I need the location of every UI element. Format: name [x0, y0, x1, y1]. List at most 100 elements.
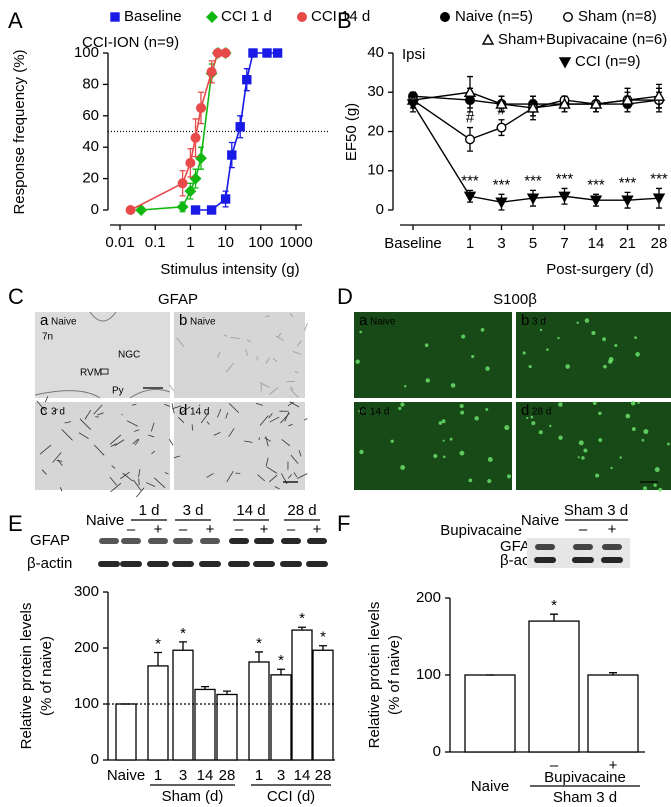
cell-process [297, 473, 308, 479]
y-tick-label: 40 [367, 44, 384, 61]
cell-process [289, 401, 300, 408]
cell [485, 408, 489, 411]
y-axis-label: Relative protein levels [18, 603, 35, 750]
cell-process [109, 476, 117, 486]
x-tick-label: 1 [466, 235, 474, 252]
cell-process [198, 404, 201, 407]
cell [591, 330, 596, 336]
panel-letter: D [337, 284, 353, 309]
cell-process [269, 387, 279, 395]
group-label: Sham 3 d [564, 502, 628, 519]
significance-label: *** [619, 174, 637, 191]
marker [190, 132, 201, 143]
cell-process [294, 370, 299, 374]
error-bar [609, 672, 617, 675]
marker [558, 191, 571, 203]
cell-process [265, 457, 269, 467]
significance-label: # [466, 110, 475, 127]
marker [125, 204, 136, 215]
cell-process [244, 440, 253, 443]
cell-process [178, 416, 185, 424]
panel-title: GFAP [158, 291, 198, 308]
cell-process [289, 388, 299, 398]
y-axis-label: (% of naive) [386, 635, 403, 715]
marker [272, 48, 283, 58]
cell-process [289, 313, 294, 317]
x-tick-label: Naive [107, 767, 145, 784]
timepoint-label: 14 d [236, 502, 265, 519]
x-tick-label: 1000 [279, 234, 312, 251]
group-label: Bupivacaine [544, 769, 626, 786]
cell [424, 343, 429, 348]
cell [442, 455, 446, 459]
legend-marker [558, 57, 572, 69]
x-tick-label: 10 [217, 234, 234, 251]
cell [549, 424, 552, 428]
timepoint-label: 1 d [139, 502, 160, 519]
x-tick-label: 28 [219, 767, 236, 784]
cell-process [126, 420, 138, 427]
micrograph [516, 312, 671, 398]
cell-process [60, 487, 63, 492]
error-bar [319, 645, 327, 651]
cell [487, 478, 492, 484]
treatment-sign: + [154, 521, 163, 538]
cell-process [168, 438, 174, 446]
cell [526, 416, 529, 420]
annotation: 7n [42, 332, 53, 343]
cell [471, 354, 475, 359]
cell-process [258, 437, 261, 441]
cell-process [268, 474, 278, 483]
cell-process [225, 362, 235, 373]
cell [528, 364, 532, 369]
legend-label: Sham+Bupivacaine (n=6) [498, 31, 667, 48]
annotation: RVM [80, 368, 102, 379]
cell [619, 456, 622, 459]
lane-header: Naive [521, 512, 559, 529]
cell [578, 440, 584, 446]
marker [177, 178, 188, 189]
cell-process [288, 423, 293, 427]
cell-process [145, 482, 156, 487]
cell-process [292, 350, 301, 355]
cell-process [176, 337, 185, 348]
bar [248, 661, 270, 761]
blot-band [172, 561, 194, 567]
image-label: Naive [51, 317, 77, 328]
cell-process [284, 412, 290, 422]
blot-band [601, 557, 623, 563]
cell-process [259, 382, 270, 388]
cell [603, 364, 607, 369]
marker [242, 74, 252, 85]
cell-process [172, 405, 182, 410]
error-bar [154, 651, 162, 666]
cell [355, 359, 360, 364]
marker [195, 102, 206, 113]
image-letter: c [359, 402, 367, 419]
y-tick-label: 0 [376, 201, 384, 218]
micrograph [354, 312, 512, 398]
x-tick-label: 7 [560, 235, 568, 252]
marker [621, 195, 634, 207]
blot-band [147, 561, 169, 567]
cell [359, 330, 363, 334]
micrograph [174, 402, 305, 490]
cell [504, 425, 510, 431]
cell-process [93, 404, 103, 415]
micrograph [35, 312, 170, 398]
cell-process [274, 486, 280, 490]
blot-band [280, 561, 302, 567]
cell-process [150, 422, 155, 432]
treatment-sign: + [260, 521, 269, 538]
cell-process [36, 400, 47, 412]
cell [592, 401, 597, 405]
cell [658, 487, 663, 492]
treatment-sign: – [179, 521, 188, 538]
x-tick-label: 3 [497, 235, 505, 252]
image-letter: a [40, 312, 49, 329]
marker [463, 85, 477, 97]
legend-label: Sham (n=8) [578, 8, 657, 25]
cell [557, 336, 560, 340]
cell-process [269, 416, 280, 423]
